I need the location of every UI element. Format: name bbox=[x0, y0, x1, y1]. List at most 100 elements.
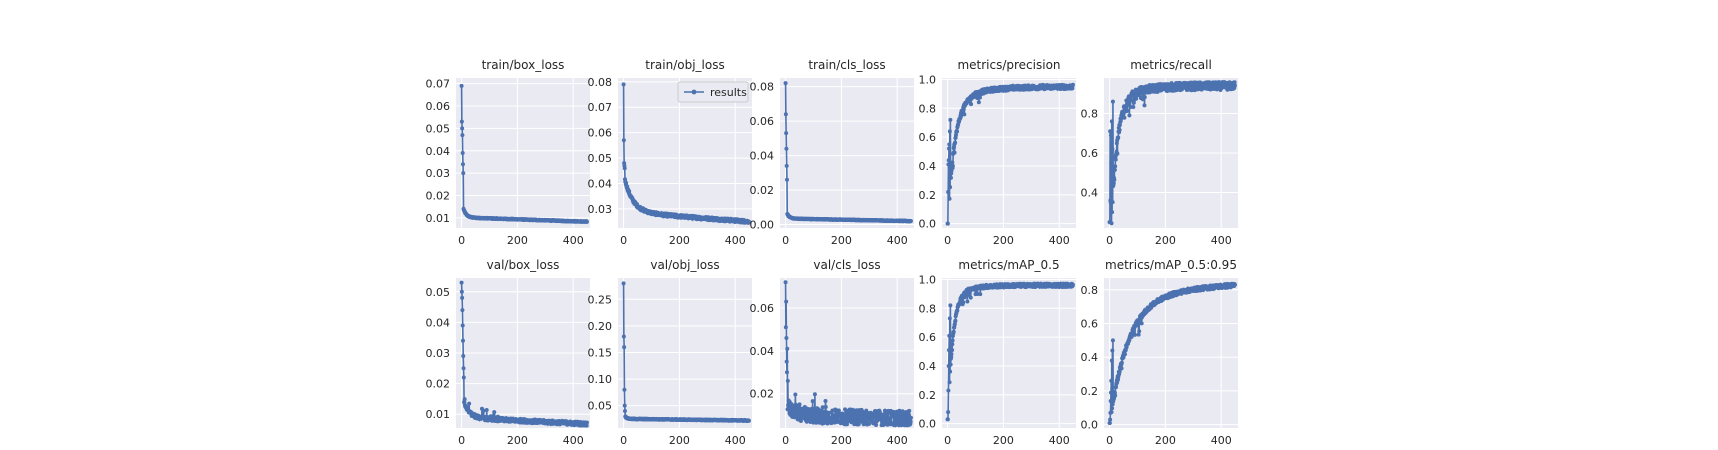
y-tick-label: 0.02 bbox=[750, 388, 775, 401]
subplot-title: metrics/recall bbox=[1130, 58, 1212, 72]
data-point bbox=[1125, 108, 1130, 113]
data-point bbox=[945, 417, 950, 422]
data-point bbox=[947, 316, 952, 321]
data-point bbox=[1112, 167, 1117, 172]
data-point bbox=[948, 303, 953, 308]
data-point bbox=[1111, 181, 1116, 186]
x-tick-label: 400 bbox=[725, 234, 746, 247]
y-tick-label: 0.02 bbox=[426, 190, 451, 203]
data-point bbox=[955, 308, 960, 313]
legend: results bbox=[677, 81, 749, 103]
x-tick-label: 200 bbox=[507, 234, 528, 247]
subplot-title: val/box_loss bbox=[487, 258, 560, 272]
data-point bbox=[1232, 282, 1237, 287]
x-tick-label: 200 bbox=[669, 234, 690, 247]
y-tick-label: 0.05 bbox=[588, 152, 613, 165]
data-point bbox=[1131, 104, 1136, 109]
data-point bbox=[1115, 151, 1120, 156]
data-point bbox=[460, 338, 465, 343]
data-point bbox=[952, 150, 957, 155]
data-point bbox=[622, 387, 627, 392]
subplot-title: metrics/mAP_0.5:0.95 bbox=[1105, 258, 1237, 272]
data-point bbox=[461, 171, 466, 176]
x-tick-label: 200 bbox=[831, 434, 852, 447]
y-tick-label: 0.07 bbox=[426, 78, 451, 91]
data-point bbox=[783, 280, 788, 285]
data-point bbox=[460, 323, 465, 328]
data-point bbox=[622, 408, 627, 413]
data-point bbox=[1119, 366, 1124, 371]
data-point bbox=[1127, 113, 1132, 118]
data-point bbox=[783, 325, 788, 330]
data-point bbox=[948, 362, 953, 367]
data-point bbox=[950, 164, 955, 169]
y-tick-label: 0.05 bbox=[588, 400, 613, 413]
y-tick-label: 0.06 bbox=[426, 100, 451, 113]
data-point bbox=[1108, 417, 1113, 422]
data-point bbox=[946, 158, 951, 163]
data-point bbox=[961, 107, 966, 112]
x-tick-label: 400 bbox=[1049, 434, 1070, 447]
data-point bbox=[823, 398, 828, 403]
y-tick-label: 0.20 bbox=[588, 320, 613, 333]
data-point bbox=[949, 352, 954, 357]
data-point bbox=[810, 399, 815, 404]
data-point bbox=[1119, 360, 1124, 365]
data-point bbox=[1108, 390, 1113, 395]
data-point bbox=[950, 342, 955, 347]
x-tick-label: 400 bbox=[563, 434, 584, 447]
data-point bbox=[1108, 129, 1113, 134]
y-tick-label: 0.8 bbox=[919, 102, 937, 115]
x-tick-label: 0 bbox=[782, 234, 789, 247]
y-tick-label: 0.00 bbox=[750, 219, 775, 232]
legend-box bbox=[677, 81, 749, 103]
x-tick-label: 200 bbox=[1155, 434, 1176, 447]
data-point bbox=[621, 138, 626, 143]
data-point bbox=[946, 146, 951, 151]
y-tick-label: 0.08 bbox=[588, 76, 613, 89]
data-point bbox=[783, 112, 788, 117]
data-point bbox=[965, 299, 970, 304]
y-tick-label: 0.15 bbox=[588, 346, 613, 359]
y-tick-label: 1.0 bbox=[919, 273, 937, 286]
data-point bbox=[1122, 115, 1127, 120]
data-point bbox=[1110, 338, 1115, 343]
data-point bbox=[784, 359, 789, 364]
data-point bbox=[1110, 99, 1115, 104]
y-tick-label: 0.03 bbox=[588, 203, 613, 216]
data-point bbox=[621, 82, 626, 87]
data-point bbox=[785, 378, 790, 383]
data-point bbox=[969, 102, 974, 107]
plot-area bbox=[942, 78, 1076, 228]
data-point bbox=[484, 407, 489, 412]
subplot-title: train/cls_loss bbox=[808, 58, 885, 72]
x-tick-label: 200 bbox=[669, 434, 690, 447]
data-point bbox=[459, 289, 464, 294]
data-point bbox=[797, 402, 802, 407]
data-point bbox=[978, 292, 983, 297]
data-point bbox=[460, 126, 465, 131]
subplot-title: val/cls_loss bbox=[813, 258, 880, 272]
data-point bbox=[948, 369, 953, 374]
data-point bbox=[947, 129, 952, 134]
y-tick-label: 0.6 bbox=[1081, 147, 1099, 160]
data-point bbox=[1108, 133, 1113, 138]
y-tick-label: 0.0 bbox=[919, 218, 937, 231]
y-tick-label: 0.04 bbox=[426, 145, 451, 158]
data-point bbox=[1109, 221, 1114, 226]
subplot-9: metrics/mAP_0.5:0.950 200 4000.00.20.40.60… bbox=[1081, 258, 1238, 447]
data-point bbox=[621, 334, 626, 339]
data-point bbox=[1113, 164, 1118, 169]
data-point bbox=[1070, 82, 1075, 87]
x-tick-label: 200 bbox=[831, 234, 852, 247]
data-point bbox=[621, 281, 626, 286]
x-tick-label: 200 bbox=[993, 234, 1014, 247]
data-point bbox=[908, 415, 913, 420]
data-point bbox=[459, 83, 464, 88]
data-point bbox=[867, 421, 872, 426]
